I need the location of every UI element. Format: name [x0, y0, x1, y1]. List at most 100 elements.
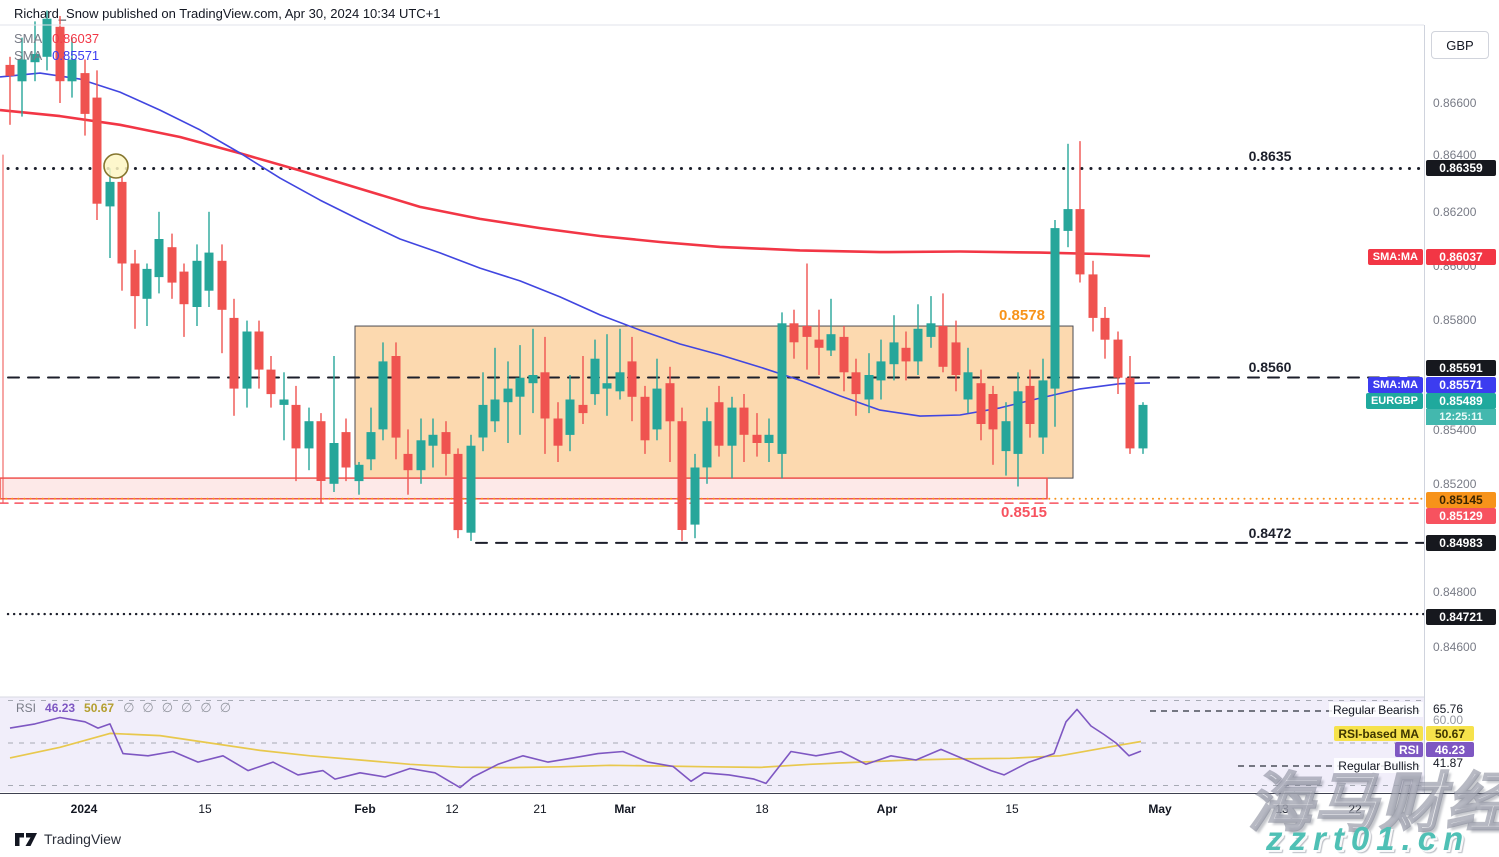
indicator-pill-SMA:MA: SMA:MA: [1367, 377, 1423, 393]
chart-canvas[interactable]: 0.8635 0.8560 0.8472 0.8578 0.8515: [0, 0, 1424, 793]
candle: [615, 328, 625, 400]
time-label-15: 15: [1005, 802, 1019, 816]
sma-legend: SMA 0.86037 SMA 0.85571: [14, 30, 99, 64]
rsi-axis-badge-50.67: 50.67: [1426, 726, 1474, 741]
candle: [55, 16, 65, 103]
candle: [963, 347, 973, 414]
sma2-value: 0.85571: [52, 48, 100, 63]
candle: [553, 402, 563, 462]
candle: [1125, 356, 1135, 454]
candle: [590, 339, 600, 405]
price-tick-0.84800: 0.84800: [1433, 585, 1477, 599]
time-label-12: 12: [445, 802, 459, 816]
rsi-legend: RSI 46.23 50.67 ∅∅∅∅∅∅: [16, 700, 239, 716]
price-annotation-0.8472: 0.8472: [1249, 525, 1292, 541]
candle: [279, 372, 289, 441]
candle: [130, 249, 140, 329]
candle: [702, 407, 712, 484]
candle: [1025, 369, 1035, 438]
candle: [913, 304, 923, 375]
candle: [690, 453, 700, 539]
time-label-May: May: [1148, 802, 1172, 816]
candle: [503, 361, 513, 443]
candle: [938, 293, 948, 373]
rsi-ma-value: 50.67: [84, 701, 115, 715]
watermark-chinese: 海马财经: [1247, 766, 1499, 840]
candle: [316, 413, 326, 503]
candle: [17, 37, 27, 117]
candle: [640, 385, 650, 454]
support-zone[interactable]: [0, 477, 1048, 500]
price-axis[interactable]: [1424, 25, 1499, 825]
time-axis[interactable]: 2024 15 Feb 12 21 Mar 18 Apr 15 May 13 22: [0, 793, 1499, 826]
candle: [341, 418, 351, 482]
candle: [1088, 260, 1098, 332]
candle: [814, 309, 824, 375]
candle: [453, 448, 463, 539]
time-label-15: 15: [198, 802, 212, 816]
candle: [802, 263, 812, 370]
candle: [142, 263, 152, 326]
no-signal-icons: ∅∅∅∅∅∅: [123, 700, 240, 715]
candle: [378, 342, 388, 441]
candle: [677, 407, 687, 541]
candle: [42, 10, 52, 71]
candle: [1075, 141, 1085, 283]
candle: [578, 356, 588, 424]
rsi-axis-value-41.87: 41.87: [1433, 756, 1464, 770]
tradingview-logo-icon[interactable]: [14, 832, 38, 847]
candle: [105, 168, 115, 258]
candle: [254, 320, 264, 389]
rsi-pane-background: [0, 697, 1424, 792]
price-badge-0.85591: 0.85591: [1426, 360, 1496, 376]
tradingview-logo-text[interactable]: TradingView: [44, 831, 122, 847]
sma-legend-row-1: SMA 0.86037: [14, 30, 99, 47]
candle: [403, 429, 413, 495]
price-tick-0.86200: 0.86200: [1433, 205, 1477, 219]
candle: [478, 372, 488, 452]
candle: [466, 434, 476, 541]
sma-red-line: [0, 108, 1151, 258]
currency-button[interactable]: GBP: [1431, 31, 1489, 59]
candle: [764, 418, 774, 462]
candle: [167, 233, 177, 299]
price-annotation-0.8515: 0.8515: [1001, 504, 1047, 521]
candle: [266, 356, 276, 408]
rsi-line: [9, 708, 1142, 789]
candle: [5, 56, 15, 125]
candle: [1050, 220, 1060, 427]
candle: [739, 394, 749, 462]
price-tick-0.85400: 0.85400: [1433, 423, 1477, 437]
price-badge-0.85145: 0.85145: [1426, 492, 1496, 508]
time-label-18: 18: [755, 802, 769, 816]
candle: [1113, 331, 1123, 394]
candle: [889, 315, 899, 381]
candle: [204, 211, 214, 307]
candle: [192, 244, 202, 326]
price-tick-0.86400: 0.86400: [1433, 148, 1477, 162]
candle: [416, 418, 426, 484]
rsi-right-label-regular-bearish: Regular Bearish: [1328, 702, 1423, 717]
range-box[interactable]: [354, 325, 1074, 479]
candle: [727, 396, 737, 479]
candle: [777, 312, 787, 479]
candle: [976, 369, 986, 441]
price-badge-0.86037: 0.86037: [1426, 249, 1496, 265]
rsi-axis-badge-46.23: 46.23: [1426, 742, 1474, 757]
candle: [528, 328, 538, 414]
rsi-right-label-regular-bullish: Regular Bullish: [1334, 758, 1423, 773]
price-tick-0.86600: 0.86600: [1433, 96, 1477, 110]
candle: [1063, 143, 1073, 248]
footer: TradingView: [14, 831, 121, 847]
event-circle-marker[interactable]: [103, 153, 129, 179]
candle: [1001, 402, 1011, 476]
candle: [826, 298, 836, 356]
candle: [329, 356, 339, 492]
rsi-value: 46.23: [45, 701, 76, 715]
candle: [988, 385, 998, 465]
sma-legend-row-2: SMA 0.85571: [14, 47, 99, 64]
time-label-13: 13: [1275, 802, 1289, 816]
price-annotation-0.8560: 0.8560: [1249, 359, 1292, 375]
sma1-value: 0.86037: [52, 31, 100, 46]
time-label-Feb: Feb: [354, 802, 376, 816]
